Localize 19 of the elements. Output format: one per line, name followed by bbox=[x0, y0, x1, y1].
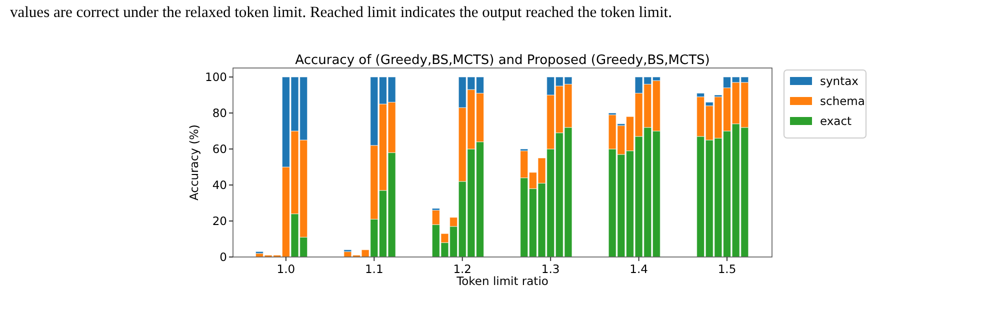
x-tick-label: 1.2 bbox=[453, 262, 472, 276]
y-tick-label: 60 bbox=[212, 142, 227, 156]
legend-label: exact bbox=[820, 114, 852, 128]
x-tick-label: 1.4 bbox=[630, 262, 648, 276]
x-tick-label: 1.3 bbox=[541, 262, 560, 276]
y-axis-title: Accuracy (%) bbox=[187, 124, 201, 201]
y-tick-label: 80 bbox=[212, 106, 227, 120]
x-axis-title: Token limit ratio bbox=[456, 274, 548, 288]
y-tick-label: 100 bbox=[205, 70, 227, 84]
x-tick-label: 1.1 bbox=[364, 262, 384, 276]
legend-label: syntax bbox=[820, 74, 859, 88]
chart-title: Accuracy of (Greedy,BS,MCTS) and Proposed (Greedy,BS,MCTS) bbox=[295, 53, 710, 68]
legend-label: schema bbox=[820, 94, 865, 108]
x-tick-label: 1.5 bbox=[718, 262, 736, 276]
text: values are correct under the relaxed token limit. Reached limit indicates the output reached the token limit. bbox=[10, 4, 672, 21]
y-tick-label: 20 bbox=[212, 214, 227, 228]
x-tick-label: 1.0 bbox=[276, 262, 296, 276]
y-tick-label: 40 bbox=[212, 178, 227, 192]
y-tick-label: 0 bbox=[220, 250, 227, 264]
